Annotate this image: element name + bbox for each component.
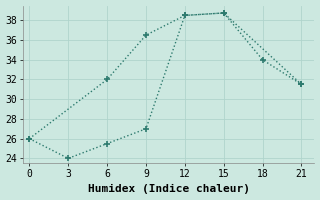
X-axis label: Humidex (Indice chaleur): Humidex (Indice chaleur) [88,184,250,194]
